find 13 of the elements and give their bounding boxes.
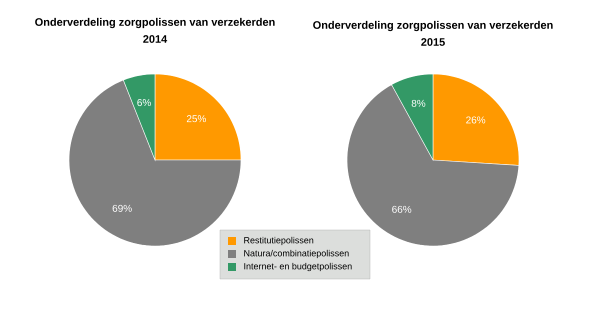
data-label: 8% (412, 100, 426, 107)
chart-subtitle: 2014 (143, 35, 168, 43)
data-label: 69% (112, 204, 132, 212)
data-label: 66% (392, 206, 412, 213)
legend-label: Natura/combinatiepolissen (244, 250, 349, 258)
chart-title: Onderverdeling zorgpolissen van verzekerden (313, 20, 553, 32)
chart-title: Onderverdeling zorgpolissen van verzekerden (35, 18, 275, 28)
data-label: 26% (466, 116, 486, 124)
chart-subtitle: 2015 (421, 38, 445, 46)
legend-label: Internet- en budgetpolissen (244, 262, 352, 272)
data-label: 6% (137, 99, 151, 106)
legend-label: Restitutiepolissen (244, 236, 314, 246)
data-label: 25% (186, 115, 206, 122)
